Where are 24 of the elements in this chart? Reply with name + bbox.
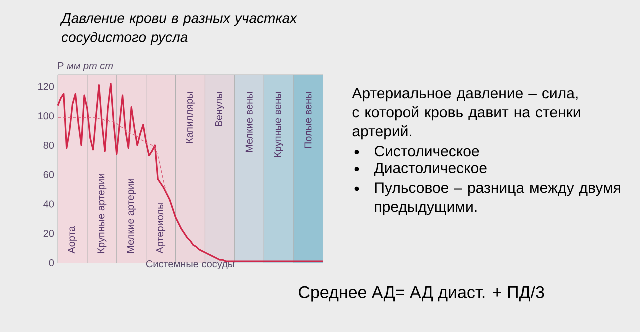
text: Среднее АД= АД диаст. + ПД/3 [299, 286, 544, 302]
text: Пульсовое – разница между двумя предыдущими. [375, 182, 620, 216]
y-tick-label: 0 [49, 259, 54, 267]
annotation: Мелкие вены [246, 92, 253, 152]
text: Артериальное давление – сила, с которой кровь давит на стенки артерий. [352, 88, 580, 140]
y-tick-label: 100 [38, 112, 54, 120]
y-tick-label: 20 [44, 230, 54, 238]
annotation: Мелкие артерии [127, 179, 136, 253]
annotation: Артериолы [156, 202, 166, 254]
y-tick-label: 80 [44, 142, 54, 150]
annotation: Аорта [68, 226, 78, 254]
annotation: Крупные вены [274, 92, 284, 158]
annotation: Полые вены [304, 92, 312, 148]
text: Систолическое [374, 146, 480, 157]
y-tick-label: 40 [44, 200, 54, 208]
y-tick-label: 60 [44, 171, 54, 178]
text: Диастолическое [374, 163, 487, 176]
annotation: Венулы [215, 92, 224, 126]
x-axis-title: Системные сосуды [146, 260, 234, 270]
y-axis-title: P мм рт ст [58, 62, 114, 72]
chart-title: Давление крови в разных участках сосудистого русла [60, 14, 298, 46]
annotation: Капилляры [186, 92, 195, 144]
annotation: Крупные артерии [98, 174, 107, 253]
y-tick-label: 120 [38, 83, 54, 90]
